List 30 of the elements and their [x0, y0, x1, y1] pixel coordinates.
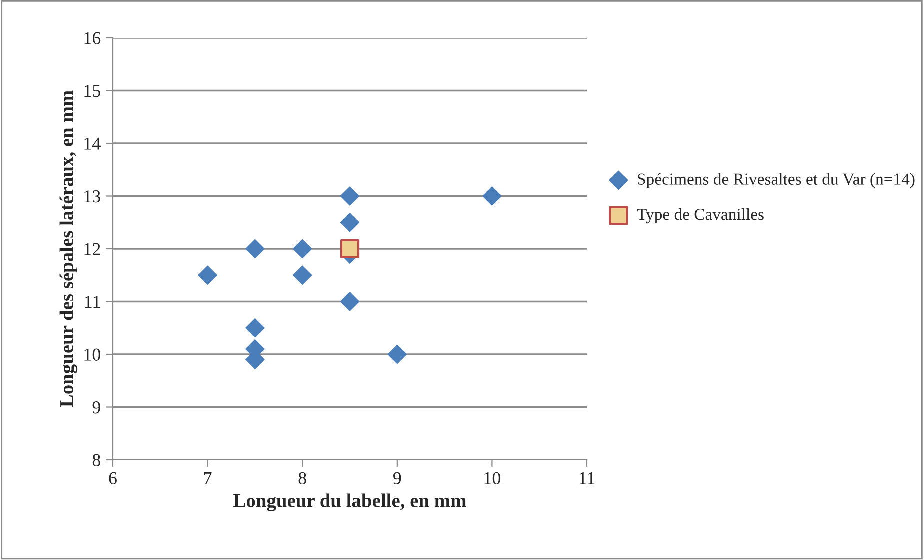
y-tick-label: 14: [84, 138, 101, 150]
point: [198, 266, 218, 286]
x-tick-label: 10: [484, 472, 501, 485]
y-tick-label: 13: [84, 190, 100, 203]
y-tick-label: 9: [92, 402, 100, 414]
y-tick-label: 11: [85, 296, 100, 308]
point: [246, 318, 265, 338]
point: [482, 186, 502, 206]
y-tick-label: 8: [92, 454, 101, 466]
point: [246, 239, 265, 259]
legend-label: Type de Cavanilles: [637, 208, 764, 224]
point: [292, 266, 312, 286]
point: [340, 212, 360, 232]
y-tick-label: 16: [84, 32, 101, 44]
point: [388, 344, 408, 364]
y-tick-label: 10: [84, 348, 101, 361]
legend-label: Spécimens de Rivesaltes et du Var (n=14): [638, 173, 915, 188]
x-axis-title: Longueur du labelle, en mm: [234, 494, 466, 512]
x-tick-label: 6: [109, 472, 117, 485]
x-tick-label: 7: [204, 472, 212, 484]
point: [340, 292, 360, 312]
y-axis-title: Longueur des sépales latéraux, en mm: [60, 90, 78, 408]
x-tick-label: 9: [393, 472, 402, 485]
point: [292, 239, 312, 259]
point: [340, 239, 360, 259]
x-tick-label: 11: [580, 472, 595, 484]
x-tick-label: 8: [298, 472, 306, 485]
point: [340, 186, 360, 206]
y-tick-label: 12: [84, 243, 100, 256]
y-tick-label: 15: [84, 85, 100, 98]
